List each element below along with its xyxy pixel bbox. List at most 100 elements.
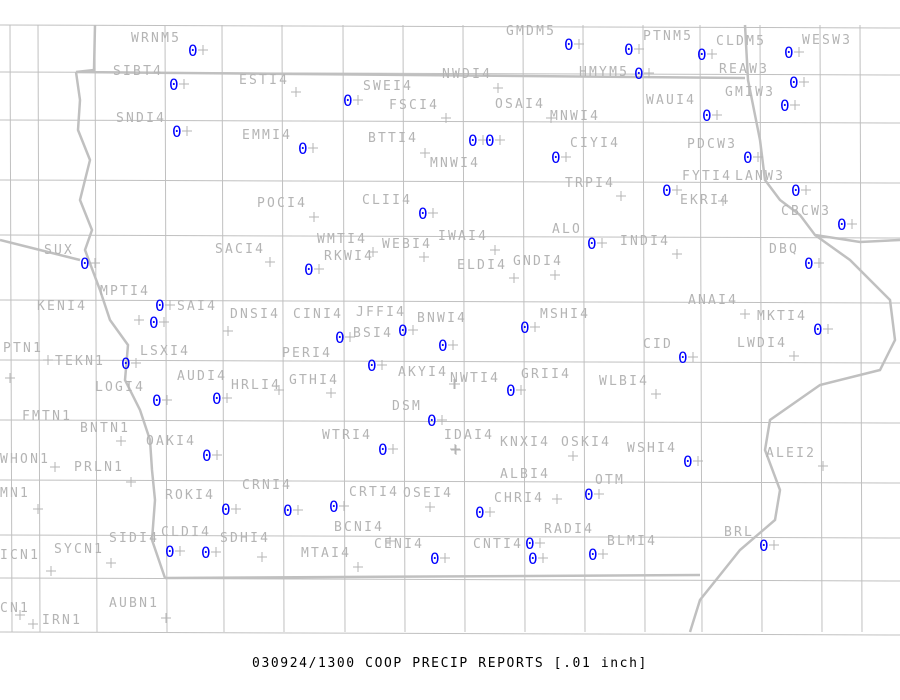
station-eldi4[interactable]: ELDI4 (457, 258, 519, 283)
station-grii4[interactable]: 0 GRII4 (506, 367, 571, 400)
station-indi4[interactable]: INDI4 (620, 234, 682, 259)
station-oski4[interactable]: OSKI4 (561, 435, 611, 461)
station-bnwi4[interactable]: 0 BNWI4 (398, 311, 467, 340)
station-crti4[interactable]: 0 CRTI4 (329, 485, 399, 516)
station-trpi4[interactable]: TRPI4 (565, 176, 626, 201)
station-sndi4[interactable]: 0 SNDI4 (116, 111, 192, 141)
station-idai4[interactable]: IDAI4 (444, 428, 494, 454)
station-cn1[interactable]: CN1 (0, 601, 30, 620)
station-lwdi4[interactable]: LWDI4 (737, 336, 799, 361)
station-ceni4[interactable]: 0 CENI4 (374, 537, 450, 568)
station-ptnm5[interactable]: 0 PTNM5 (624, 29, 693, 59)
station-anai4[interactable]: ANAI4 (688, 293, 750, 319)
station-keni4[interactable]: KENI4 (37, 299, 144, 325)
station-cldi4[interactable]: CLDI4 (161, 525, 267, 562)
station-lsxi4[interactable]: 0 LSXI4 (121, 344, 190, 373)
station-ptn1[interactable]: PTN1 (3, 341, 43, 383)
station-pdcw3[interactable]: 0 PDCW3 (687, 137, 763, 167)
precip-value: 0 (789, 73, 799, 92)
station-bcni4[interactable]: BCNI4 (334, 520, 395, 546)
station-marker-icon (28, 619, 38, 629)
station-hrli4[interactable]: 0 HRLI4 (212, 378, 281, 408)
station-iwai4[interactable]: IWAI4 (438, 229, 500, 255)
station-esti4[interactable]: ESTI4 (239, 73, 301, 97)
station-gndi4[interactable]: GNDI4 (513, 254, 563, 280)
station-bntn1[interactable]: BNTN1 (80, 421, 130, 446)
station-rkwi4[interactable]: 0 RKWI4 (304, 249, 374, 279)
station-cldm5[interactable]: 0 CLDM5 (697, 34, 766, 64)
station-sibt4[interactable]: 0 SIBT4 (113, 64, 189, 94)
station-mpti4[interactable]: 0 MPTI4 (100, 284, 175, 315)
station-albi4[interactable]: ALBI4 (500, 467, 562, 504)
station-sdhi4[interactable]: 0 SDHI4 (201, 531, 270, 562)
station-alo[interactable]: 0 ALO (552, 222, 607, 253)
station-gthi4[interactable]: GTHI4 (289, 373, 339, 398)
station-wesw3[interactable]: 0 WESW3 (784, 33, 852, 62)
station-dbq[interactable]: 0 DBQ (769, 242, 824, 273)
station-gmiw3[interactable]: 0 GMIW3 (725, 85, 800, 115)
station-dnsi4[interactable]: DNSI4 (223, 307, 280, 336)
station-mnwi4[interactable]: 0 MNWI4 (430, 131, 488, 171)
station-crni4[interactable]: 0 CRNI4 (242, 478, 303, 520)
station-prln1[interactable]: PRLN1 (74, 460, 136, 487)
station-blmi4[interactable]: 0 BLMI4 (588, 534, 657, 564)
station-icn1[interactable]: ICN1 (0, 548, 56, 576)
station-logi4[interactable]: 0 LOGI4 (95, 380, 172, 410)
station-radi4[interactable]: 0 RADI4 (525, 522, 594, 553)
station-mn1[interactable]: MN1 (0, 486, 43, 514)
station-chri4[interactable]: 0 CHRI4 (475, 491, 544, 522)
station-nwti4[interactable]: NWTI4 (449, 371, 500, 389)
station-gmdm5[interactable]: 0 GMDM5 (506, 24, 584, 54)
station-hmym5[interactable]: 0 HMYM5 (579, 64, 654, 83)
station-knxi4[interactable]: KNXI4 (451, 435, 550, 455)
station-fyti4[interactable]: 0 FYTI4 (662, 169, 732, 200)
station-nwdi4[interactable]: NWDI4 (442, 67, 503, 93)
station-audi4[interactable]: AUDI4 (177, 369, 284, 395)
station-ekri4[interactable]: EKRI4 (680, 193, 730, 208)
station-emmi4[interactable]: 0 EMMI4 (242, 128, 318, 158)
station-bsi4[interactable]: 0 BSI4 (353, 326, 458, 355)
station-peri4[interactable]: 0 PERI4 (282, 346, 387, 375)
station-webi4[interactable]: WEBI4 (382, 237, 432, 262)
station-wshi4[interactable]: 0 WSHI4 (627, 441, 703, 471)
station-sidi4[interactable]: 0 SIDI4 (109, 531, 185, 561)
station-mnwi4[interactable]: 0 MNWI4 (485, 109, 600, 150)
station-whon1[interactable]: WHON1 (0, 452, 60, 472)
station-wmti4[interactable]: WMTI4 (317, 232, 378, 257)
station-oaki4[interactable]: 0 OAKI4 (146, 434, 222, 465)
station-dsm[interactable]: 0 DSM (392, 399, 447, 430)
station-lanw3[interactable]: 0 LANW3 (735, 169, 811, 200)
station-clii4[interactable]: 0 CLII4 (362, 193, 438, 223)
station-cbcw3[interactable]: 0 CBCW3 (781, 204, 857, 234)
station-fsci4[interactable]: FSCI4 (389, 98, 451, 123)
station-cid[interactable]: 0 CID (643, 337, 698, 367)
station-wlbi4[interactable]: WLBI4 (599, 374, 661, 399)
station-cini4[interactable]: CINI4 (223, 307, 343, 336)
station-ciyi4[interactable]: 0 CIYI4 (551, 136, 620, 167)
station-osai4[interactable]: OSAI4 (495, 97, 556, 123)
station-aubn1[interactable]: AUBN1 (109, 596, 171, 623)
station-sai4[interactable]: 0 SAI4 (149, 299, 217, 332)
station-sux[interactable]: 0 SUX (44, 243, 100, 273)
station-tekn1[interactable]: TEKN1 (43, 354, 105, 369)
station-poci4[interactable]: POCI4 (257, 196, 319, 222)
station-wrnm5[interactable]: 0 WRNM5 (131, 31, 208, 60)
station-mshi4[interactable]: 0 MSHI4 (520, 307, 590, 337)
station-reaw3[interactable]: 0 REAW3 (719, 62, 809, 92)
station-roki4[interactable]: 0 ROKI4 (165, 488, 241, 519)
station-irn1[interactable]: IRN1 (28, 613, 82, 629)
station-swei4[interactable]: 0 SWEI4 (343, 79, 413, 110)
station-saci4[interactable]: SACI4 (215, 242, 275, 267)
station-waui4[interactable]: 0 WAUI4 (646, 93, 722, 125)
station-mkti4[interactable]: 0 MKTI4 (757, 309, 833, 339)
station-osei4[interactable]: OSEI4 (403, 486, 453, 512)
station-alei2[interactable]: ALEI2 (766, 446, 828, 471)
station-btti4[interactable]: BTTI4 (368, 131, 430, 158)
station-brl[interactable]: 0 BRL (724, 525, 779, 555)
station-wtri4[interactable]: 0 WTRI4 (322, 428, 398, 459)
station-sycn1[interactable]: SYCN1 (54, 542, 116, 568)
station-mtai4[interactable]: MTAI4 (301, 546, 363, 572)
